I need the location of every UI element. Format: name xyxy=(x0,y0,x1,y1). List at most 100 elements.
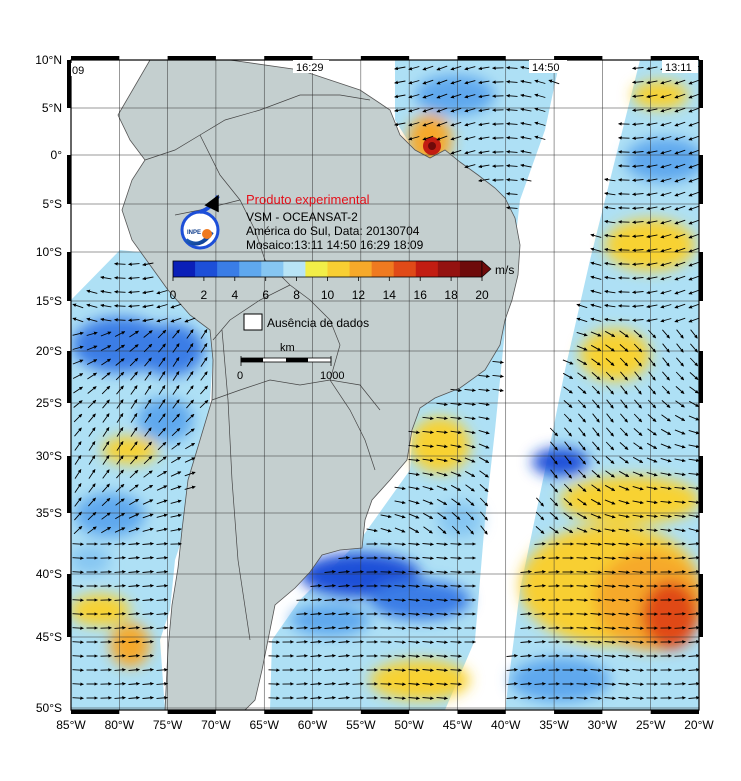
wind-arrow xyxy=(450,598,462,602)
wind-arrow xyxy=(114,584,126,588)
wind-arrow xyxy=(450,430,462,435)
wind-arrow xyxy=(591,372,601,380)
wind-arrow xyxy=(156,696,168,700)
wind-arrow xyxy=(632,164,644,168)
wind-arrow xyxy=(604,205,616,210)
wind-arrow xyxy=(408,640,420,644)
wind-arrow xyxy=(590,317,602,322)
wind-arrow xyxy=(632,556,644,560)
lat-label: 35°S xyxy=(36,506,62,520)
wind-arrow xyxy=(464,443,476,449)
wind-arrow xyxy=(674,317,686,323)
wind-arrow xyxy=(646,514,658,519)
wind-arrow xyxy=(129,357,139,367)
wind-arrow xyxy=(576,640,588,644)
wind-arrow xyxy=(74,511,82,521)
wind-arrow xyxy=(674,414,686,422)
wind-arrow xyxy=(114,668,126,672)
wind-arrow xyxy=(660,94,672,99)
wind-arrow xyxy=(550,483,558,493)
colorbar-cell xyxy=(371,261,395,277)
wind-arrow xyxy=(632,318,644,322)
wind-arrow xyxy=(478,374,490,379)
wind-arrow xyxy=(172,343,180,353)
wind-arrow xyxy=(674,640,686,644)
wind-arrow xyxy=(618,668,630,672)
wind-arrow xyxy=(186,357,194,367)
wind-arrow xyxy=(156,290,168,295)
lon-label: 60°W xyxy=(298,718,328,732)
frame-tick xyxy=(71,56,120,60)
wind-arrow xyxy=(632,514,644,519)
wind-arrow xyxy=(422,696,434,700)
wind-arrow xyxy=(647,329,657,339)
wind-arrow xyxy=(674,149,686,155)
wind-arrow xyxy=(604,584,616,588)
wind-arrow xyxy=(185,428,195,436)
wind-arrow xyxy=(646,80,658,85)
wind-arrow xyxy=(660,486,672,491)
wind-arrow xyxy=(422,626,434,630)
wind-arrow xyxy=(464,136,476,141)
wind-arrow xyxy=(170,513,182,518)
wind-arrow xyxy=(142,499,154,505)
wind-arrow xyxy=(450,149,462,155)
wind-arrow xyxy=(562,372,574,380)
wind-arrow xyxy=(130,371,138,381)
wind-arrow xyxy=(688,275,699,281)
colorbar-cell xyxy=(283,261,306,277)
wind-arrow xyxy=(450,65,462,71)
wind-arrow xyxy=(660,164,672,169)
wind-arrow xyxy=(534,696,546,700)
wind-arrow xyxy=(618,470,630,478)
wind-arrow xyxy=(674,219,686,225)
wind-arrow xyxy=(394,108,406,113)
wind-arrow xyxy=(604,219,616,224)
wind-arrow xyxy=(158,399,166,409)
wind-arrow xyxy=(72,612,84,616)
wind-arrow xyxy=(296,612,308,616)
wind-arrow xyxy=(170,471,182,477)
wind-arrow xyxy=(74,441,82,451)
wind-arrow xyxy=(688,107,699,113)
wind-arrow xyxy=(632,80,644,84)
wind-arrow xyxy=(620,385,628,395)
wind-arrow xyxy=(590,682,602,686)
wind-arrow xyxy=(563,386,573,394)
wind-arrow xyxy=(646,471,658,477)
wind-arrow xyxy=(632,304,644,308)
wind-arrow xyxy=(604,177,616,182)
wind-arrow xyxy=(156,682,168,686)
colorbar-tick-label: 2 xyxy=(201,288,208,302)
wind-arrow xyxy=(632,668,644,672)
wind-arrow xyxy=(422,430,434,435)
wind-arrow xyxy=(563,413,573,423)
wind-arrow xyxy=(324,668,336,672)
frame-tick xyxy=(67,456,71,513)
wind-arrow xyxy=(506,206,518,210)
wind-arrow xyxy=(520,107,532,112)
wind-arrow xyxy=(128,668,140,672)
wind-arrow xyxy=(310,668,322,672)
wind-arrow xyxy=(128,640,140,644)
wind-arrow xyxy=(618,654,630,658)
wind-arrow xyxy=(436,65,448,71)
frame-tick xyxy=(457,710,506,714)
wind-arrow xyxy=(115,358,125,366)
wind-arrow xyxy=(618,626,630,630)
wind-arrow xyxy=(114,556,126,560)
frame-tick xyxy=(650,710,699,714)
wind-arrow xyxy=(116,469,124,479)
wind-arrow xyxy=(576,570,588,574)
wind-arrow xyxy=(73,525,83,535)
wind-arrow xyxy=(102,441,110,451)
wind-arrow xyxy=(352,682,364,686)
wind-arrow xyxy=(548,79,560,85)
wind-arrow xyxy=(688,570,699,574)
wind-arrow xyxy=(450,584,462,588)
wind-arrow xyxy=(620,413,628,423)
wind-arrow xyxy=(618,556,630,560)
no-data-label: Ausência de dados xyxy=(267,316,369,330)
wind-arrow xyxy=(660,192,672,197)
